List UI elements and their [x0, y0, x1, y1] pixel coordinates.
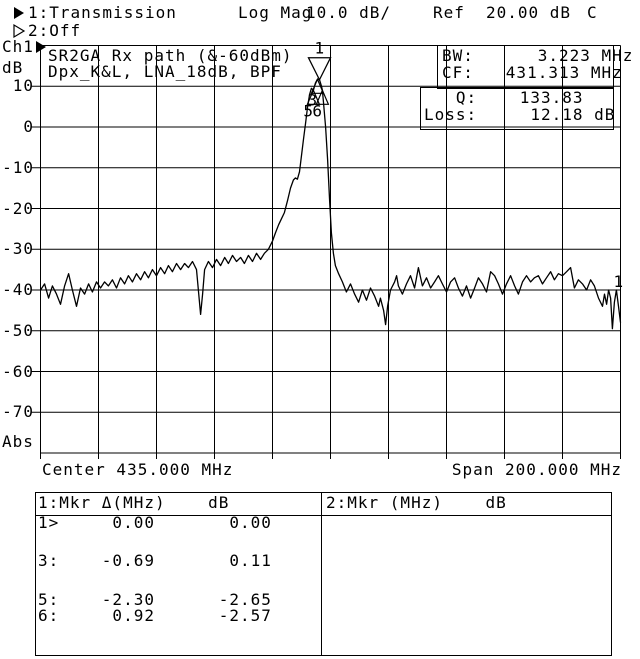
y-axis-label: -50	[2, 321, 34, 340]
marker-table-header-rule	[36, 515, 611, 516]
y-axis-label: -20	[2, 199, 34, 218]
y-axis-label: -40	[2, 280, 34, 299]
ref-label: Ref	[433, 3, 465, 22]
y-axis-label: -70	[2, 402, 34, 421]
trace-1	[39, 78, 622, 330]
trace1-active-arrow-icon	[14, 7, 24, 19]
channel-arrow-icon	[36, 41, 46, 53]
marker-table-left-header: 1:Mkr Δ(MHz) dB	[38, 493, 230, 512]
marker-5-symbol-icon	[306, 88, 321, 105]
marker-table-right-header: 2:Mkr (MHz) dB	[326, 493, 507, 512]
marker-table-row: 5: -2.30 -2.65	[38, 590, 272, 609]
marker-5-label: 5	[303, 101, 314, 120]
y-axis-label: -10	[2, 158, 34, 177]
y-axis-label: 10	[12, 76, 34, 95]
marker-table-divider	[321, 493, 322, 655]
loss-readout: Loss: 12.18 dB	[424, 105, 616, 124]
y-axis-label: 0	[23, 117, 34, 136]
cf-readout: CF: 431.313 MHz	[442, 63, 623, 82]
marker-1-symbol-icon	[307, 57, 332, 82]
marker-3-symbol-icon	[310, 77, 325, 94]
annotation-line-1: SR2GA Rx path (&-60dBm)	[48, 46, 293, 65]
bw-cf-box	[437, 45, 614, 89]
trace-edge-indicator: 1	[614, 272, 625, 291]
scale-per-div: 10.0 dB/	[306, 3, 392, 22]
marker-table	[35, 492, 612, 656]
ref-value: 20.00 dB	[486, 3, 572, 22]
bw-readout: BW: 3.223 MHz	[442, 46, 634, 65]
q-loss-box	[420, 87, 614, 130]
trace1-title: 1:Transmission	[28, 3, 177, 22]
center-frequency: Center 435.000 MHz	[42, 460, 234, 479]
y-axis-label: -60	[2, 362, 34, 381]
marker-6-symbol-icon	[315, 88, 330, 105]
channel-label: Ch1	[2, 37, 34, 56]
format-label: Log Mag	[238, 3, 313, 22]
q-readout: Q: 133.83	[424, 88, 584, 107]
marker-1-label: 1	[314, 39, 325, 58]
y-axis-label: -30	[2, 239, 34, 258]
marker-table-row: 3: -0.69 0.11	[38, 551, 272, 570]
cal-status: C	[587, 3, 598, 22]
abs-label: Abs	[2, 432, 34, 451]
marker-6-label: 6	[312, 101, 323, 120]
marker-table-row: 6: 0.92 -2.57	[38, 606, 272, 625]
annotation-line-2: Dpx_K&L, LNA_18dB, BPF	[48, 62, 282, 81]
trace2-title: 2:Off	[28, 21, 82, 40]
span-frequency: Span 200.000 MHz	[451, 460, 622, 479]
marker-table-row: 1> 0.00 0.00	[38, 513, 272, 532]
trace2-inactive-arrow-icon	[13, 23, 26, 39]
axis-ticks	[31, 85, 621, 459]
amplitude-unit: dB	[2, 58, 24, 77]
marker-3-label: 3	[307, 90, 318, 109]
